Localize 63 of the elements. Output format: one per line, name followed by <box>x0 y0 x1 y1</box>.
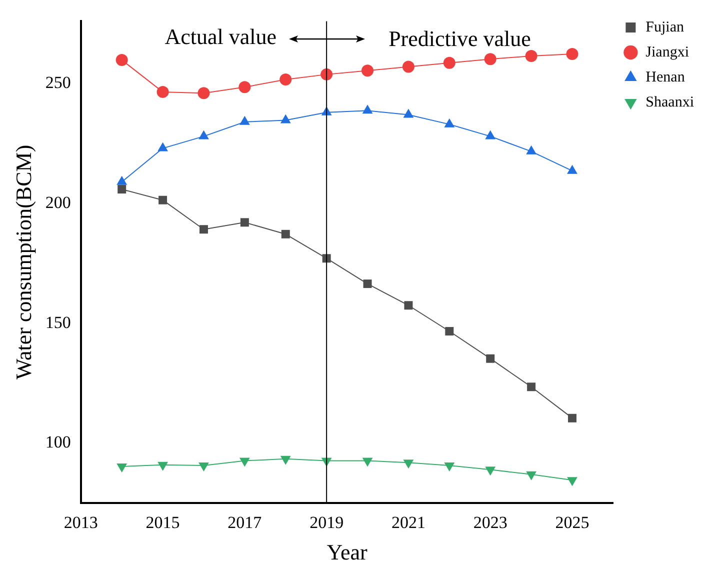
point <box>444 462 455 472</box>
point <box>116 176 128 185</box>
x-axis-title: Year <box>326 540 368 565</box>
point <box>484 53 496 66</box>
y-tick-label: 250 <box>45 73 71 92</box>
point <box>445 327 454 336</box>
y-tick-label: 200 <box>45 192 71 212</box>
point <box>485 130 496 140</box>
point <box>404 301 413 310</box>
legend-label: Fujian <box>646 19 685 36</box>
point <box>280 456 291 465</box>
point <box>527 382 536 392</box>
point <box>526 471 536 480</box>
point <box>198 462 209 472</box>
point <box>566 48 578 60</box>
x-tick-label: 2023 <box>473 512 508 532</box>
point <box>238 81 251 94</box>
point <box>362 458 373 467</box>
point <box>485 466 496 476</box>
point <box>402 60 414 73</box>
x-tick-label: 2017 <box>228 512 262 532</box>
point <box>158 196 168 204</box>
point <box>116 54 128 66</box>
x-tick-label: 2019 <box>310 512 344 532</box>
x-tick-label: 2013 <box>64 512 98 532</box>
annotation: Actual value <box>164 24 277 49</box>
point <box>362 64 374 77</box>
point <box>363 280 372 288</box>
point <box>567 477 578 486</box>
point <box>198 130 209 140</box>
y-axis-title: Water consumption(BCM) <box>10 144 36 380</box>
point <box>158 462 168 471</box>
point <box>486 354 495 363</box>
point <box>526 145 536 154</box>
legend-label: Henan <box>646 69 686 86</box>
point <box>403 460 414 469</box>
point <box>567 164 578 174</box>
y-tick-label: 100 <box>45 432 71 452</box>
point <box>156 86 169 98</box>
point <box>118 185 126 194</box>
point <box>362 104 373 114</box>
point <box>240 218 249 227</box>
point <box>281 230 290 238</box>
y-tick-label: 150 <box>45 312 71 332</box>
point <box>199 225 208 234</box>
point <box>198 87 210 100</box>
point <box>158 142 168 152</box>
point <box>568 414 576 422</box>
x-tick-label: 2021 <box>391 512 426 532</box>
point <box>403 108 414 118</box>
point <box>239 458 250 467</box>
x-tick-label: 2015 <box>146 512 180 532</box>
point <box>239 116 250 125</box>
point <box>443 56 456 69</box>
point <box>116 464 128 473</box>
annotation: Predictive value <box>388 26 531 51</box>
legend-label: Jiangxi <box>646 44 690 60</box>
point <box>444 118 455 128</box>
x-tick-label: 2025 <box>555 512 590 532</box>
point <box>280 73 292 86</box>
point <box>525 50 538 62</box>
legend-label: Shaanxi <box>646 94 694 110</box>
point <box>280 114 291 124</box>
